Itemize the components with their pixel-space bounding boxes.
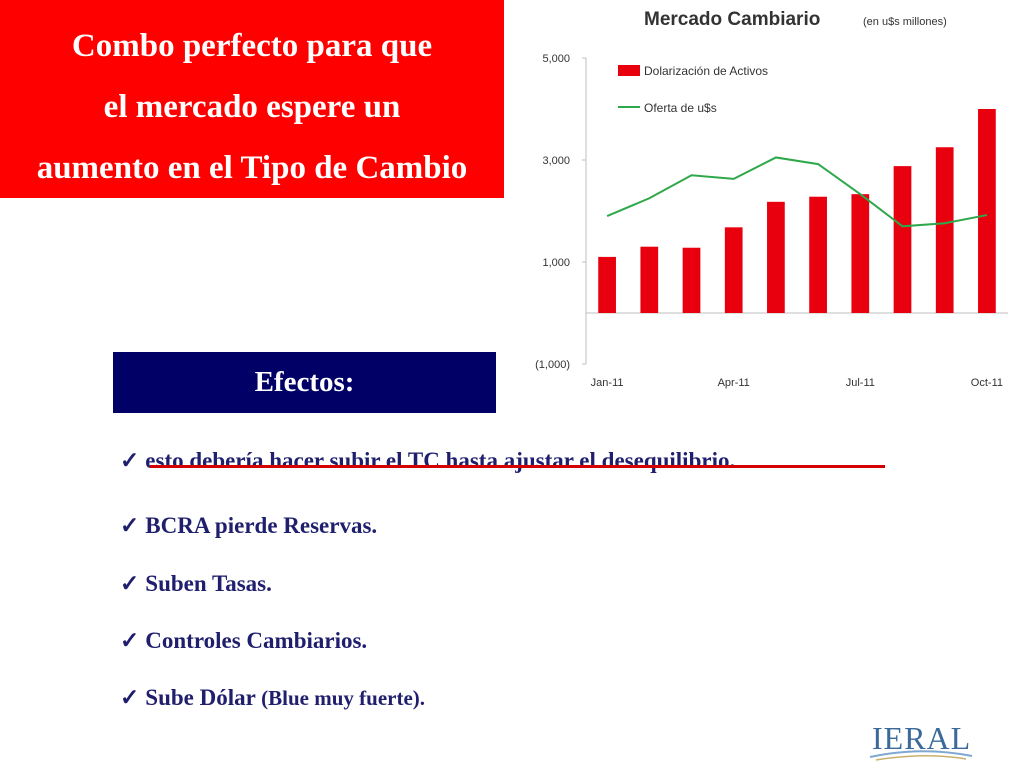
- strikethrough-line: [150, 465, 885, 468]
- bullet-item-4: ✓ Controles Cambiarios.: [120, 628, 367, 654]
- bar: [682, 247, 701, 313]
- bullet-note-5: (Blue muy fuerte).: [261, 686, 426, 710]
- check-icon: ✓: [120, 628, 140, 653]
- y-tick-label: (1,000): [535, 359, 570, 371]
- chart-svg: Mercado Cambiario (en u$s millones) Dola…: [535, 9, 1008, 389]
- ieral-logo: IERAL: [872, 720, 972, 756]
- y-tick-label: 1,000: [542, 257, 570, 269]
- title-line-2: el mercado espere un: [103, 89, 401, 125]
- chart: Mercado Cambiario (en u$s millones) Dola…: [510, 0, 1024, 400]
- y-tick-label: 3,000: [542, 155, 570, 167]
- check-icon: ✓: [120, 571, 140, 596]
- efectos-header: Efectos:: [113, 352, 496, 413]
- bullet-item-2: ✓ BCRA pierde Reservas.: [120, 513, 377, 539]
- bar: [598, 256, 616, 313]
- legend-label-bar: Dolarización de Activos: [644, 64, 768, 78]
- bar: [724, 227, 743, 313]
- bullet-item-3: ✓ Suben Tasas.: [120, 571, 272, 597]
- bar: [935, 147, 954, 313]
- bullet-item-1: ✓ esto debería hacer subir el TC hasta aj…: [120, 448, 885, 474]
- chart-title: Mercado Cambiario: [644, 9, 820, 30]
- check-icon: ✓: [120, 513, 140, 538]
- chart-ticks: 5,000 3,000 1,000 (1,000) Jan-11 Apr-11 Jul-11…: [535, 53, 1003, 389]
- bullet-text-5: Sube Dólar: [145, 685, 262, 710]
- legend-label-line: Oferta de u$s: [644, 101, 717, 115]
- bullet-text-3: Suben Tasas.: [145, 571, 272, 596]
- bar: [893, 166, 912, 313]
- bar: [978, 109, 996, 313]
- x-tick-label: Jul-11: [846, 377, 875, 389]
- bar: [809, 196, 827, 313]
- x-tick-label: Jan-11: [591, 377, 624, 389]
- bar-series: [598, 109, 996, 313]
- bullet-tail-1: .: [729, 448, 736, 473]
- bullet-text-2: BCRA pierde Reservas.: [145, 513, 378, 538]
- bar: [640, 246, 659, 313]
- bullet-text-4: Controles Cambiarios.: [145, 628, 368, 653]
- check-icon: ✓: [120, 685, 140, 710]
- check-icon: ✓: [120, 448, 140, 473]
- title-line-3: aumento en el Tipo de Cambio: [36, 150, 468, 186]
- chart-legend: Dolarización de Activos Oferta de u$s: [618, 64, 768, 115]
- title-box: Combo perfecto para que el mercado esper…: [0, 0, 504, 198]
- title-line-1: Combo perfecto para que: [71, 28, 433, 64]
- x-tick-label: Apr-11: [718, 377, 750, 389]
- chart-subtitle: (en u$s millones): [863, 16, 947, 28]
- bar: [767, 201, 785, 313]
- line-series: [606, 156, 988, 228]
- legend-swatch-bar: [618, 65, 640, 76]
- bar: [851, 194, 870, 313]
- bullet-item-5: ✓ Sube Dólar (Blue muy fuerte).: [120, 685, 425, 711]
- x-tick-label: Oct-11: [971, 377, 1003, 389]
- y-tick-label: 5,000: [542, 53, 570, 65]
- logo-swoosh: [869, 750, 973, 761]
- bullet-text-1: esto debería hacer subir el TC hasta aju…: [145, 448, 730, 473]
- line-path: [606, 156, 988, 228]
